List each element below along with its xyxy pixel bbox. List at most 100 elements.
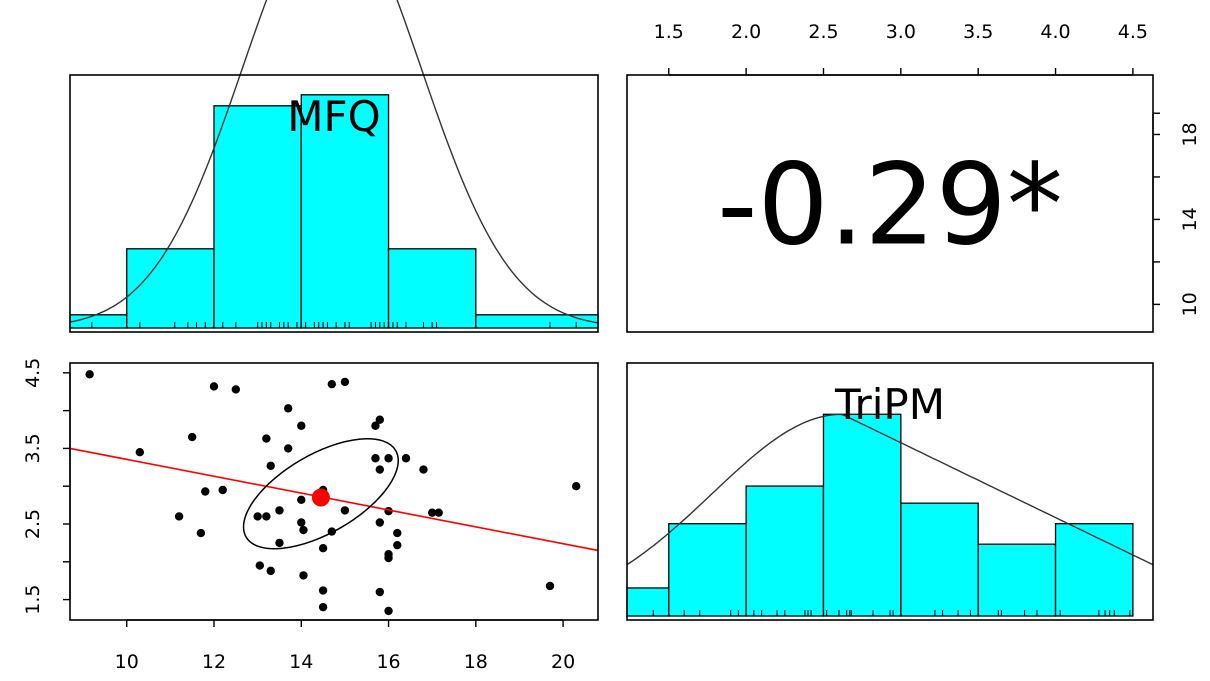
scatter-point-6 <box>209 382 219 391</box>
scatter-point-18 <box>283 444 293 453</box>
mfq-bar-3 <box>300 94 390 329</box>
scatter-point-41 <box>384 553 393 563</box>
tripm-bar-3 <box>822 413 902 617</box>
scatter-point-48 <box>434 508 443 517</box>
scatter-point-5 <box>201 487 210 496</box>
top-axis-tick-label-2: 2.5 <box>808 21 838 43</box>
right-axis-tick-label-2: 18 <box>1179 122 1201 146</box>
mfq-bar-1 <box>126 248 215 329</box>
scatter-point-45 <box>401 454 411 463</box>
scatter-point-9 <box>253 512 262 521</box>
right-axis: 10 14 18 <box>1152 112 1201 316</box>
tripm-bar-0 <box>626 587 670 617</box>
scatter-point-14 <box>266 566 275 576</box>
top-axis: 1.5 2.0 2.5 3.0 3.5 4.0 4.5 <box>654 21 1148 76</box>
tripm-bar-1 <box>668 523 747 617</box>
scatter-point-1 <box>135 447 145 457</box>
scatter-point-3 <box>187 432 197 442</box>
top-axis-tick-label-3: 3.0 <box>886 21 916 43</box>
scatter-point-49 <box>545 581 555 591</box>
mfq-bar-2 <box>213 105 302 329</box>
scatter-point-33 <box>371 454 380 463</box>
mean-point <box>311 488 330 507</box>
correlation-value: -0.29* <box>717 141 1063 271</box>
regression-line <box>69 447 599 552</box>
bottom-axis: 10 12 14 16 18 20 <box>115 619 575 673</box>
right-axis-tick-label-0: 10 <box>1179 292 1201 316</box>
scatter-point-0 <box>85 370 94 379</box>
scatter-point-29 <box>327 379 337 389</box>
tripm-title: TriPM <box>834 380 945 429</box>
scatter-point-47 <box>427 508 437 517</box>
tripm-panel-frame <box>626 362 1154 621</box>
scatter-point-25 <box>318 586 328 595</box>
bottom-axis-tick-label-5: 20 <box>551 651 575 673</box>
bottom-axis-tick-label-1: 12 <box>202 651 226 673</box>
mfq-panel-frame <box>69 74 599 333</box>
scatter-point-34 <box>375 415 385 424</box>
left-axis-tick-label-0: 1.5 <box>22 584 44 614</box>
scatter-point-44 <box>393 528 402 538</box>
scatter-point-37 <box>375 518 385 527</box>
scatter-point-4 <box>196 528 206 538</box>
scatter-point-15 <box>275 538 284 548</box>
tripm-bar-2 <box>745 485 825 617</box>
right-axis-tick-label-1: 14 <box>1179 207 1201 231</box>
left-axis: 1.5 2.5 3.5 4.5 <box>22 358 71 615</box>
mfq-bar-0 <box>69 314 128 329</box>
scatter-point-13 <box>266 461 275 470</box>
scatter-point-2 <box>174 512 184 521</box>
scatter-point-32 <box>371 421 380 430</box>
left-axis-tick-label-1: 2.5 <box>22 509 44 539</box>
bottom-axis-tick-label-2: 14 <box>289 651 313 673</box>
mfq-bar-4 <box>387 248 477 329</box>
left-axis-tick-label-2: 3.5 <box>22 433 44 463</box>
tripm-histogram-panel: TriPM <box>626 362 1154 621</box>
tripm-density-curve <box>626 413 1154 566</box>
scatter-panel <box>69 362 599 621</box>
scatter-point-35 <box>375 465 385 474</box>
mfq-bar-5 <box>475 314 599 329</box>
scatter-point-17 <box>283 404 293 413</box>
scatter-point-31 <box>340 506 350 515</box>
top-axis-tick-label-1: 2.0 <box>731 21 761 43</box>
scatter-point-39 <box>384 454 393 463</box>
tripm-bar-5 <box>977 543 1057 617</box>
correlation-panel: -0.29* <box>626 74 1154 333</box>
bottom-axis-tick-label-4: 18 <box>464 651 488 673</box>
scatter-point-12 <box>262 434 271 443</box>
left-axis-tick-label-3: 4.5 <box>22 358 44 388</box>
scatter-point-11 <box>262 512 271 521</box>
scatter-point-46 <box>419 465 428 474</box>
scatter-point-36 <box>375 587 385 597</box>
scatter-point-7 <box>218 485 227 495</box>
tripm-bar-4 <box>900 502 979 617</box>
bottom-axis-tick-label-3: 16 <box>376 651 400 673</box>
scatter-point-43 <box>393 540 402 550</box>
scatter-point-50 <box>571 482 581 491</box>
scatter-point-16 <box>275 506 284 515</box>
mfq-title: MFQ <box>287 92 380 141</box>
scatter-point-21 <box>297 518 306 527</box>
top-axis-tick-label-5: 4.0 <box>1040 21 1070 43</box>
mfq-density-curve <box>69 0 599 324</box>
scatter-point-8 <box>231 385 241 394</box>
scatter-point-27 <box>318 543 328 553</box>
tripm-bar-6 <box>1054 523 1134 617</box>
scatter-point-23 <box>299 571 308 580</box>
scatter-point-42 <box>384 606 393 616</box>
top-axis-tick-label-0: 1.5 <box>654 21 684 43</box>
scatter-point-22 <box>299 525 308 535</box>
scatter-point-30 <box>340 377 350 387</box>
scatter-panel-frame <box>69 362 599 621</box>
scatter-point-10 <box>255 561 265 570</box>
top-axis-tick-label-4: 3.5 <box>963 21 993 43</box>
scatter-point-20 <box>297 421 306 430</box>
scatter-point-19 <box>297 495 306 505</box>
scatter-point-26 <box>318 602 328 612</box>
bottom-axis-tick-label-0: 10 <box>115 651 139 673</box>
mfq-histogram-panel: MFQ <box>69 0 599 333</box>
top-axis-tick-label-6: 4.5 <box>1118 21 1148 43</box>
correlation-ellipse <box>242 438 400 550</box>
